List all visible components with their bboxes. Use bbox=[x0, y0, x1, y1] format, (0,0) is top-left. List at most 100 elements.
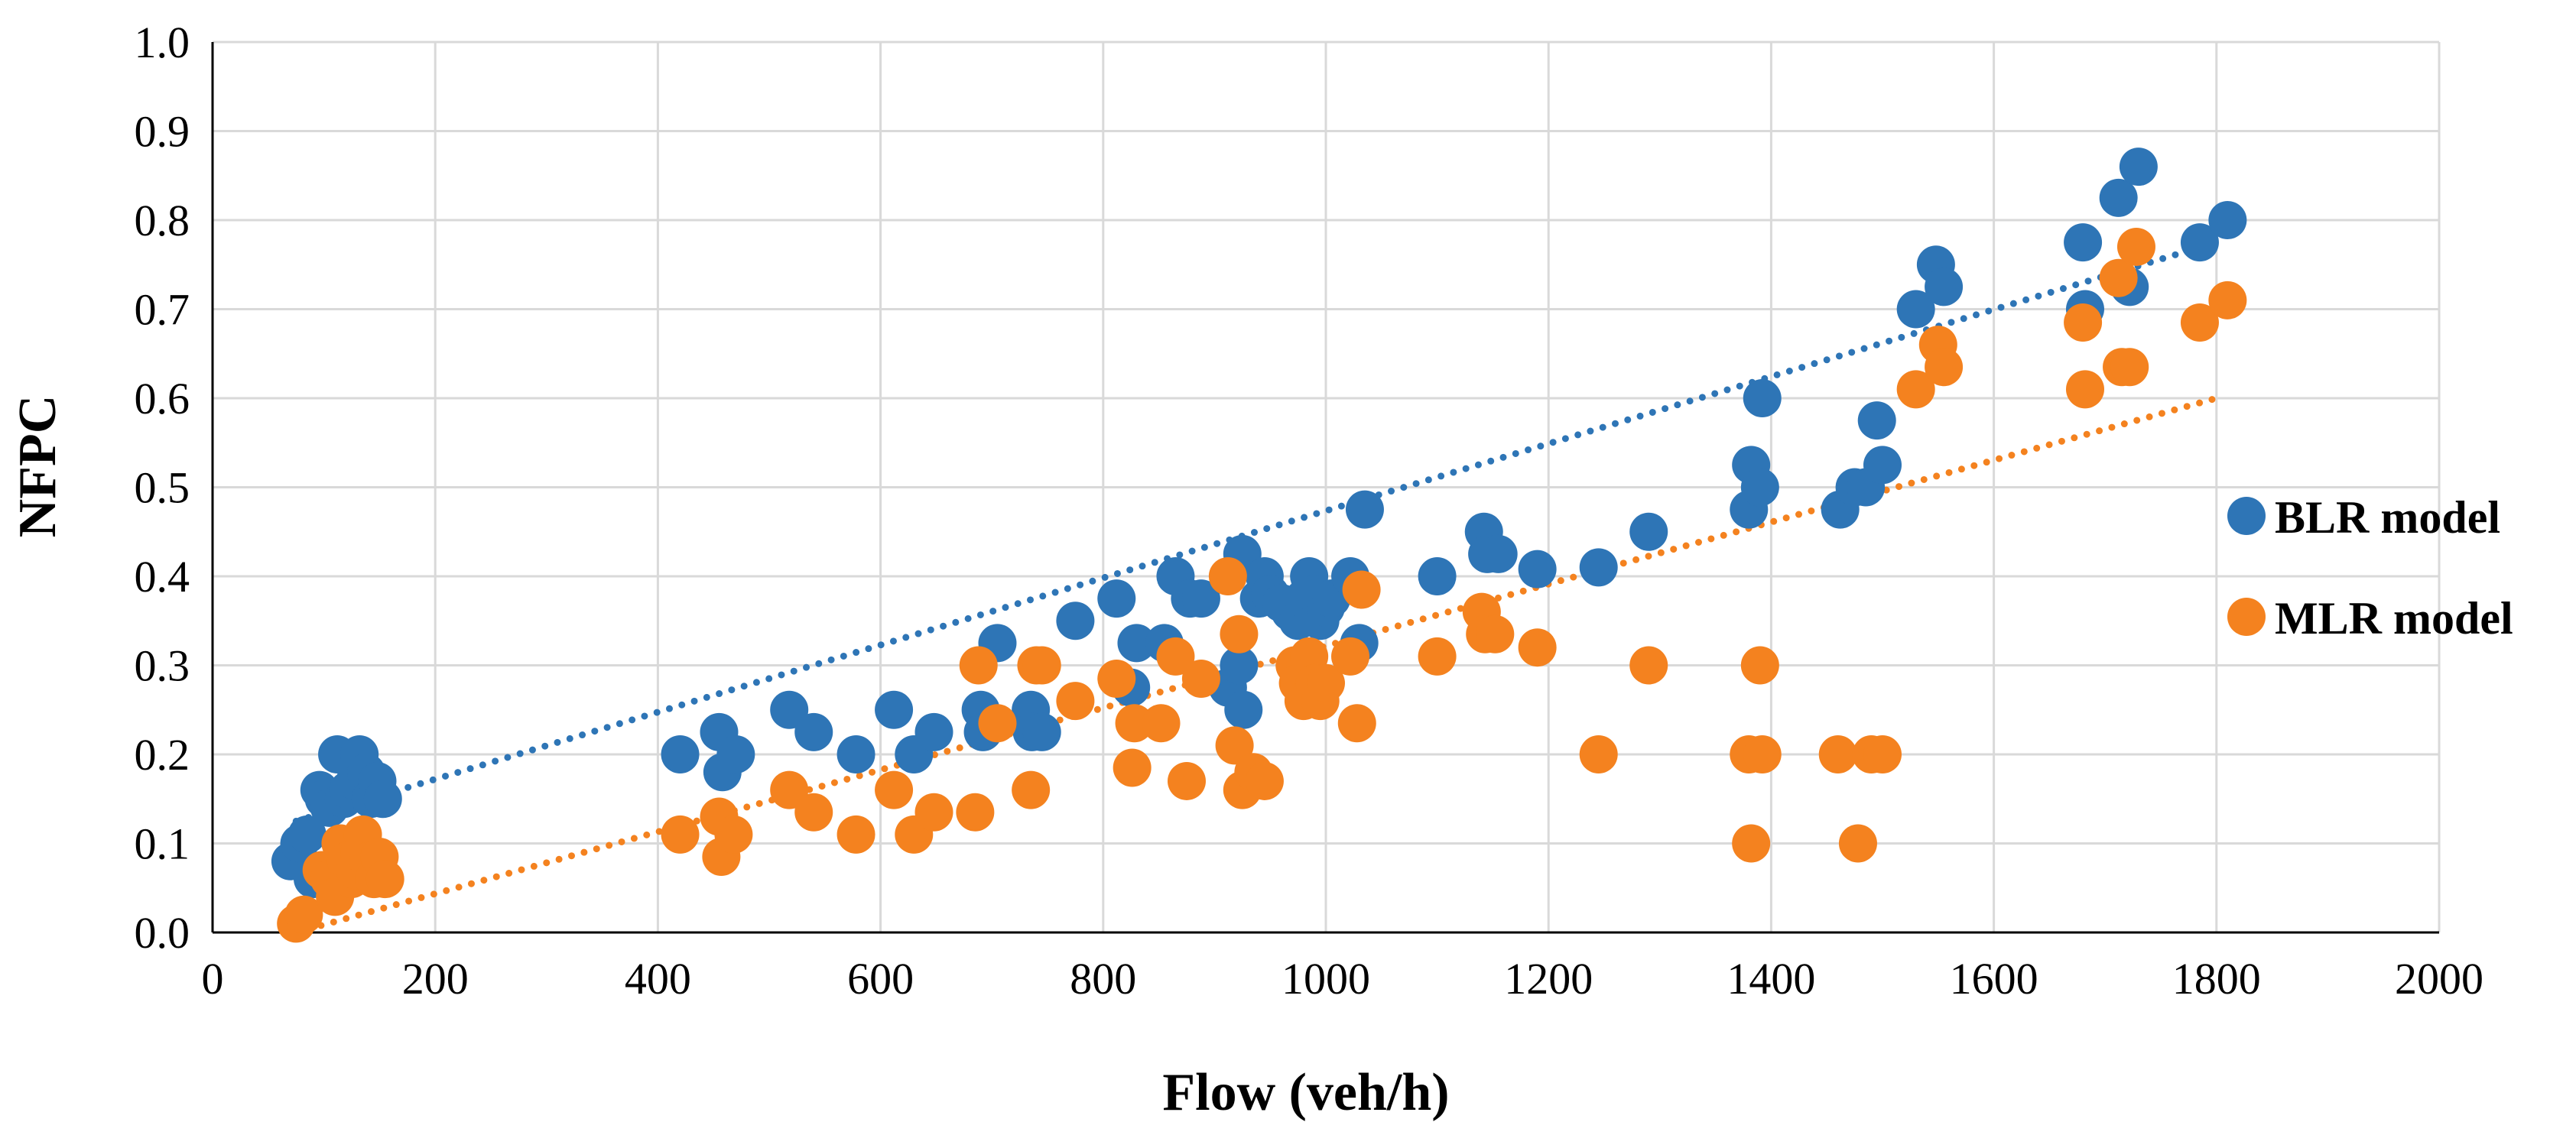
mlr-point bbox=[1579, 735, 1618, 773]
y-tick-label: 0.3 bbox=[135, 641, 190, 691]
mlr-point bbox=[2180, 303, 2219, 342]
mlr-trendline bbox=[292, 394, 2220, 936]
mlr-point bbox=[1337, 704, 1376, 743]
mlr-point bbox=[1307, 663, 1345, 702]
mlr-point bbox=[875, 770, 914, 809]
blr-point bbox=[363, 780, 402, 819]
blr-point bbox=[1857, 401, 1896, 440]
mlr-point bbox=[1056, 682, 1095, 721]
blr-point bbox=[1220, 646, 1259, 685]
mlr-point bbox=[770, 770, 809, 809]
blr-point bbox=[1097, 579, 1136, 618]
mlr-point bbox=[2208, 281, 2247, 319]
tick-labels: 0 200 400 600 800 1000 1200 1400 1600 1800 2000 0.0… bbox=[135, 18, 2484, 1004]
mlr-point bbox=[1215, 726, 1254, 765]
mlr-point bbox=[1097, 659, 1136, 698]
y-tick-label: 0.8 bbox=[135, 196, 190, 245]
y-tick-label: 0.1 bbox=[135, 819, 190, 869]
mlr-point bbox=[2099, 258, 2138, 297]
legend-label-blr: BLR model bbox=[2275, 492, 2500, 543]
y-tick-label: 0.9 bbox=[135, 107, 190, 157]
legend-item-mlr: MLR model bbox=[2227, 593, 2513, 644]
blr-point bbox=[2119, 148, 2158, 186]
blr-point bbox=[2208, 201, 2247, 239]
mlr-point bbox=[1115, 704, 1154, 743]
mlr-point bbox=[2116, 227, 2155, 266]
mlr-point bbox=[1418, 637, 1457, 676]
blr-point bbox=[2099, 178, 2138, 217]
blr-point bbox=[2064, 223, 2103, 262]
mlr-point bbox=[1245, 761, 1284, 800]
mlr-point bbox=[2065, 370, 2104, 409]
mlr-point bbox=[661, 815, 700, 854]
mlr-point bbox=[1012, 770, 1051, 809]
blr-point bbox=[1579, 548, 1618, 587]
mlr-point bbox=[2110, 348, 2149, 387]
mlr-point bbox=[956, 793, 995, 832]
mlr-point bbox=[1476, 615, 1515, 653]
mlr-point bbox=[1142, 704, 1181, 743]
y-axis-title: NFPC bbox=[8, 395, 67, 538]
mlr-point bbox=[1156, 637, 1195, 676]
blr-point bbox=[836, 735, 875, 773]
axes bbox=[211, 42, 2439, 934]
blr-point bbox=[914, 712, 953, 751]
mlr-point bbox=[1743, 735, 1782, 773]
mlr-point bbox=[794, 793, 833, 832]
y-tick-label: 0.6 bbox=[135, 374, 190, 423]
x-tick-label: 1600 bbox=[1950, 954, 2038, 1004]
data-points bbox=[271, 148, 2247, 943]
mlr-point bbox=[1896, 370, 1935, 409]
blr-point bbox=[1117, 624, 1156, 663]
blr-point bbox=[287, 815, 326, 854]
legend-marker-mlr bbox=[2227, 598, 2266, 636]
blr-point bbox=[716, 735, 755, 773]
blr-point bbox=[1518, 550, 1557, 589]
x-tick-label: 800 bbox=[1070, 954, 1136, 1004]
x-tick-label: 200 bbox=[402, 954, 469, 1004]
mlr-point bbox=[1740, 646, 1779, 685]
blr-point bbox=[1181, 579, 1220, 618]
blr-point bbox=[2180, 223, 2219, 262]
y-tick-label: 0.0 bbox=[135, 908, 190, 958]
blr-point bbox=[1743, 379, 1782, 417]
mlr-point bbox=[714, 815, 753, 854]
blr-point bbox=[770, 690, 809, 729]
blr-point bbox=[1479, 534, 1518, 573]
blr-point bbox=[661, 735, 700, 773]
blr-point bbox=[1345, 490, 1384, 529]
mlr-point bbox=[1629, 646, 1668, 685]
mlr-point bbox=[836, 815, 875, 854]
mlr-point bbox=[1113, 748, 1152, 787]
mlr-point bbox=[1863, 735, 1902, 773]
y-tick-label: 0.2 bbox=[135, 730, 190, 780]
blr-point bbox=[1896, 290, 1935, 329]
mlr-point bbox=[2064, 303, 2103, 342]
y-tick-label: 0.4 bbox=[135, 552, 190, 602]
legend: BLR model MLR model bbox=[2227, 492, 2513, 644]
mlr-point bbox=[914, 793, 953, 832]
mlr-point bbox=[1168, 761, 1206, 800]
mlr-point bbox=[1838, 824, 1877, 863]
mlr-point bbox=[978, 704, 1017, 743]
blr-point bbox=[875, 690, 914, 729]
mlr-point bbox=[1181, 659, 1220, 698]
trendlines bbox=[292, 238, 2220, 936]
blr-point bbox=[1418, 557, 1457, 595]
mlr-point bbox=[1732, 824, 1771, 863]
mlr-point bbox=[1342, 570, 1381, 609]
x-tick-label: 2000 bbox=[2395, 954, 2483, 1004]
blr-point bbox=[794, 712, 833, 751]
mlr-point bbox=[284, 895, 323, 934]
x-tick-label: 1400 bbox=[1727, 954, 1815, 1004]
mlr-point bbox=[1518, 628, 1557, 667]
blr-point bbox=[1224, 690, 1263, 729]
blr-trendline bbox=[292, 238, 2220, 825]
blr-point bbox=[1629, 512, 1668, 551]
y-tick-label: 0.5 bbox=[135, 463, 190, 513]
y-tick-label: 0.7 bbox=[135, 285, 190, 335]
mlr-point bbox=[959, 646, 998, 685]
x-tick-label: 1800 bbox=[2172, 954, 2261, 1004]
